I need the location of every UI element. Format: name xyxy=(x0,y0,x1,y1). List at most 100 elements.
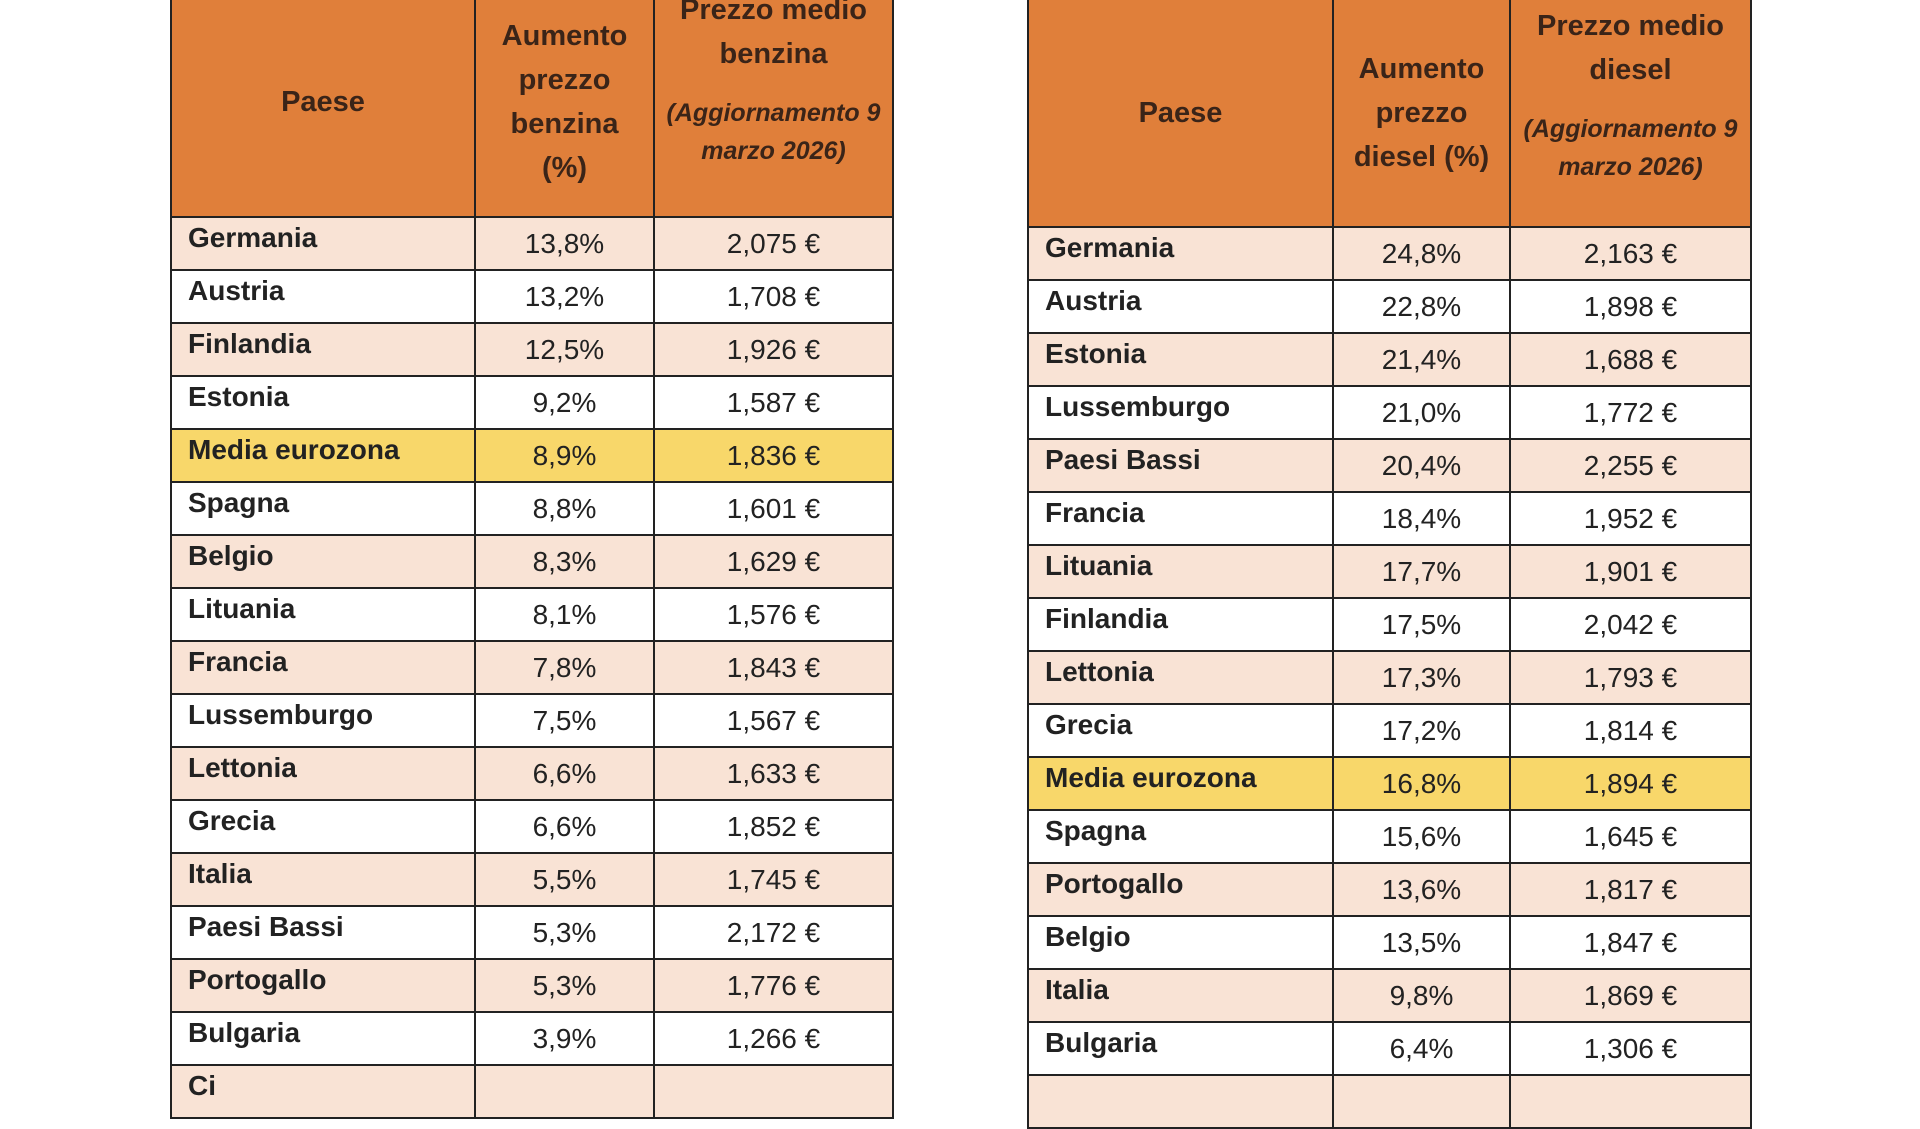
table-row: Lettonia 6,6% 1,633 € xyxy=(170,746,894,801)
price-cell: 1,836 € xyxy=(653,428,894,483)
header-price-note: (Aggiornamento 9 marzo 2026) xyxy=(666,99,881,165)
country-cell: Austria xyxy=(1027,279,1334,334)
increase-cell: 7,5% xyxy=(474,693,655,748)
increase-cell xyxy=(1332,1074,1511,1129)
price-cell: 2,172 € xyxy=(653,905,894,960)
price-cell: 1,869 € xyxy=(1509,968,1752,1023)
increase-cell: 13,5% xyxy=(1332,915,1511,970)
country-cell: Lettonia xyxy=(170,746,476,801)
price-cell: 1,633 € xyxy=(653,746,894,801)
price-cell xyxy=(1509,1074,1752,1129)
price-cell: 2,163 € xyxy=(1509,226,1752,281)
price-cell: 1,708 € xyxy=(653,269,894,324)
increase-cell: 22,8% xyxy=(1332,279,1511,334)
table-row: Francia 18,4% 1,952 € xyxy=(1027,491,1752,546)
country-cell: Italia xyxy=(1027,968,1334,1023)
country-cell: Estonia xyxy=(1027,332,1334,387)
header-price-label: Prezzo medio diesel xyxy=(1537,10,1724,86)
country-cell: Lituania xyxy=(1027,544,1334,599)
table-row: Germania 13,8% 2,075 € xyxy=(170,216,894,271)
country-cell: Media eurozona xyxy=(1027,756,1334,811)
table-row: Belgio 13,5% 1,847 € xyxy=(1027,915,1752,970)
price-cell: 1,901 € xyxy=(1509,544,1752,599)
header-increase: Aumento prezzo diesel (%) xyxy=(1332,0,1511,228)
increase-cell: 5,3% xyxy=(474,958,655,1013)
table-row: Finlandia 12,5% 1,926 € xyxy=(170,322,894,377)
price-cell: 1,852 € xyxy=(653,799,894,854)
table-row: Estonia 9,2% 1,587 € xyxy=(170,375,894,430)
country-cell: Grecia xyxy=(170,799,476,854)
header-price: Prezzo medio benzina (Aggiornamento 9 mar… xyxy=(653,0,894,218)
increase-cell: 24,8% xyxy=(1332,226,1511,281)
table-row: Portogallo 5,3% 1,776 € xyxy=(170,958,894,1013)
increase-cell: 5,5% xyxy=(474,852,655,907)
increase-cell: 17,3% xyxy=(1332,650,1511,705)
price-cell: 1,645 € xyxy=(1509,809,1752,864)
table-row xyxy=(1027,1074,1752,1129)
increase-cell: 13,6% xyxy=(1332,862,1511,917)
table-row: Bulgaria 6,4% 1,306 € xyxy=(1027,1021,1752,1076)
price-cell: 1,926 € xyxy=(653,322,894,377)
increase-cell: 12,5% xyxy=(474,322,655,377)
table-row: Lussemburgo 21,0% 1,772 € xyxy=(1027,385,1752,440)
price-cell: 1,587 € xyxy=(653,375,894,430)
increase-cell: 8,1% xyxy=(474,587,655,642)
increase-cell: 8,3% xyxy=(474,534,655,589)
table-row: Belgio 8,3% 1,629 € xyxy=(170,534,894,589)
country-cell: Francia xyxy=(170,640,476,695)
header-price: Prezzo medio diesel (Aggiornamento 9 marz… xyxy=(1509,0,1752,228)
header-increase-label: Aumento prezzo benzina (%) xyxy=(501,20,628,184)
country-cell: Portogallo xyxy=(1027,862,1334,917)
increase-cell: 6,6% xyxy=(474,799,655,854)
country-cell xyxy=(1027,1074,1334,1129)
header-country: Paese xyxy=(1027,0,1334,228)
diesel-price-table: Paese Aumento prezzo diesel (%) Prezzo m… xyxy=(1027,0,1752,1129)
table-row: Estonia 21,4% 1,688 € xyxy=(1027,332,1752,387)
table-row: Grecia 6,6% 1,852 € xyxy=(170,799,894,854)
header-country: Paese xyxy=(170,0,476,218)
country-cell: Paesi Bassi xyxy=(1027,438,1334,493)
increase-cell: 21,4% xyxy=(1332,332,1511,387)
price-cell: 1,843 € xyxy=(653,640,894,695)
header-increase: Aumento prezzo benzina (%) xyxy=(474,0,655,218)
country-cell: Spagna xyxy=(1027,809,1334,864)
price-cell: 1,898 € xyxy=(1509,279,1752,334)
country-cell: Lettonia xyxy=(1027,650,1334,705)
increase-cell: 7,8% xyxy=(474,640,655,695)
table-row: Grecia 17,2% 1,814 € xyxy=(1027,703,1752,758)
country-cell: Lussemburgo xyxy=(1027,385,1334,440)
table-row: Bulgaria 3,9% 1,266 € xyxy=(170,1011,894,1066)
country-cell: Austria xyxy=(170,269,476,324)
price-cell: 1,576 € xyxy=(653,587,894,642)
table-row: Italia 5,5% 1,745 € xyxy=(170,852,894,907)
increase-cell: 3,9% xyxy=(474,1011,655,1066)
increase-cell: 15,6% xyxy=(1332,809,1511,864)
table-row: Austria 22,8% 1,898 € xyxy=(1027,279,1752,334)
header-increase-label: Aumento prezzo diesel (%) xyxy=(1353,53,1490,173)
table-row: Lettonia 17,3% 1,793 € xyxy=(1027,650,1752,705)
increase-cell: 13,2% xyxy=(474,269,655,324)
price-cell: 2,042 € xyxy=(1509,597,1752,652)
table-row-eurozone-average: Media eurozona 8,9% 1,836 € xyxy=(170,428,894,483)
header-price-note: (Aggiornamento 9 marzo 2026) xyxy=(1523,115,1738,181)
increase-cell: 18,4% xyxy=(1332,491,1511,546)
price-cell: 1,306 € xyxy=(1509,1021,1752,1076)
table-row: Paesi Bassi 5,3% 2,172 € xyxy=(170,905,894,960)
price-cell: 1,266 € xyxy=(653,1011,894,1066)
table-row: Austria 13,2% 1,708 € xyxy=(170,269,894,324)
table-row: Lituania 17,7% 1,901 € xyxy=(1027,544,1752,599)
country-cell: Lituania xyxy=(170,587,476,642)
price-cell: 1,952 € xyxy=(1509,491,1752,546)
country-cell: Finlandia xyxy=(170,322,476,377)
increase-cell: 20,4% xyxy=(1332,438,1511,493)
country-cell: Portogallo xyxy=(170,958,476,1013)
price-cell: 1,629 € xyxy=(653,534,894,589)
price-cell: 1,847 € xyxy=(1509,915,1752,970)
increase-cell: 6,4% xyxy=(1332,1021,1511,1076)
increase-cell xyxy=(474,1064,655,1119)
country-cell: Belgio xyxy=(170,534,476,589)
price-cell: 1,894 € xyxy=(1509,756,1752,811)
increase-cell: 6,6% xyxy=(474,746,655,801)
price-cell xyxy=(653,1064,894,1119)
table-row: Ci xyxy=(170,1064,894,1119)
